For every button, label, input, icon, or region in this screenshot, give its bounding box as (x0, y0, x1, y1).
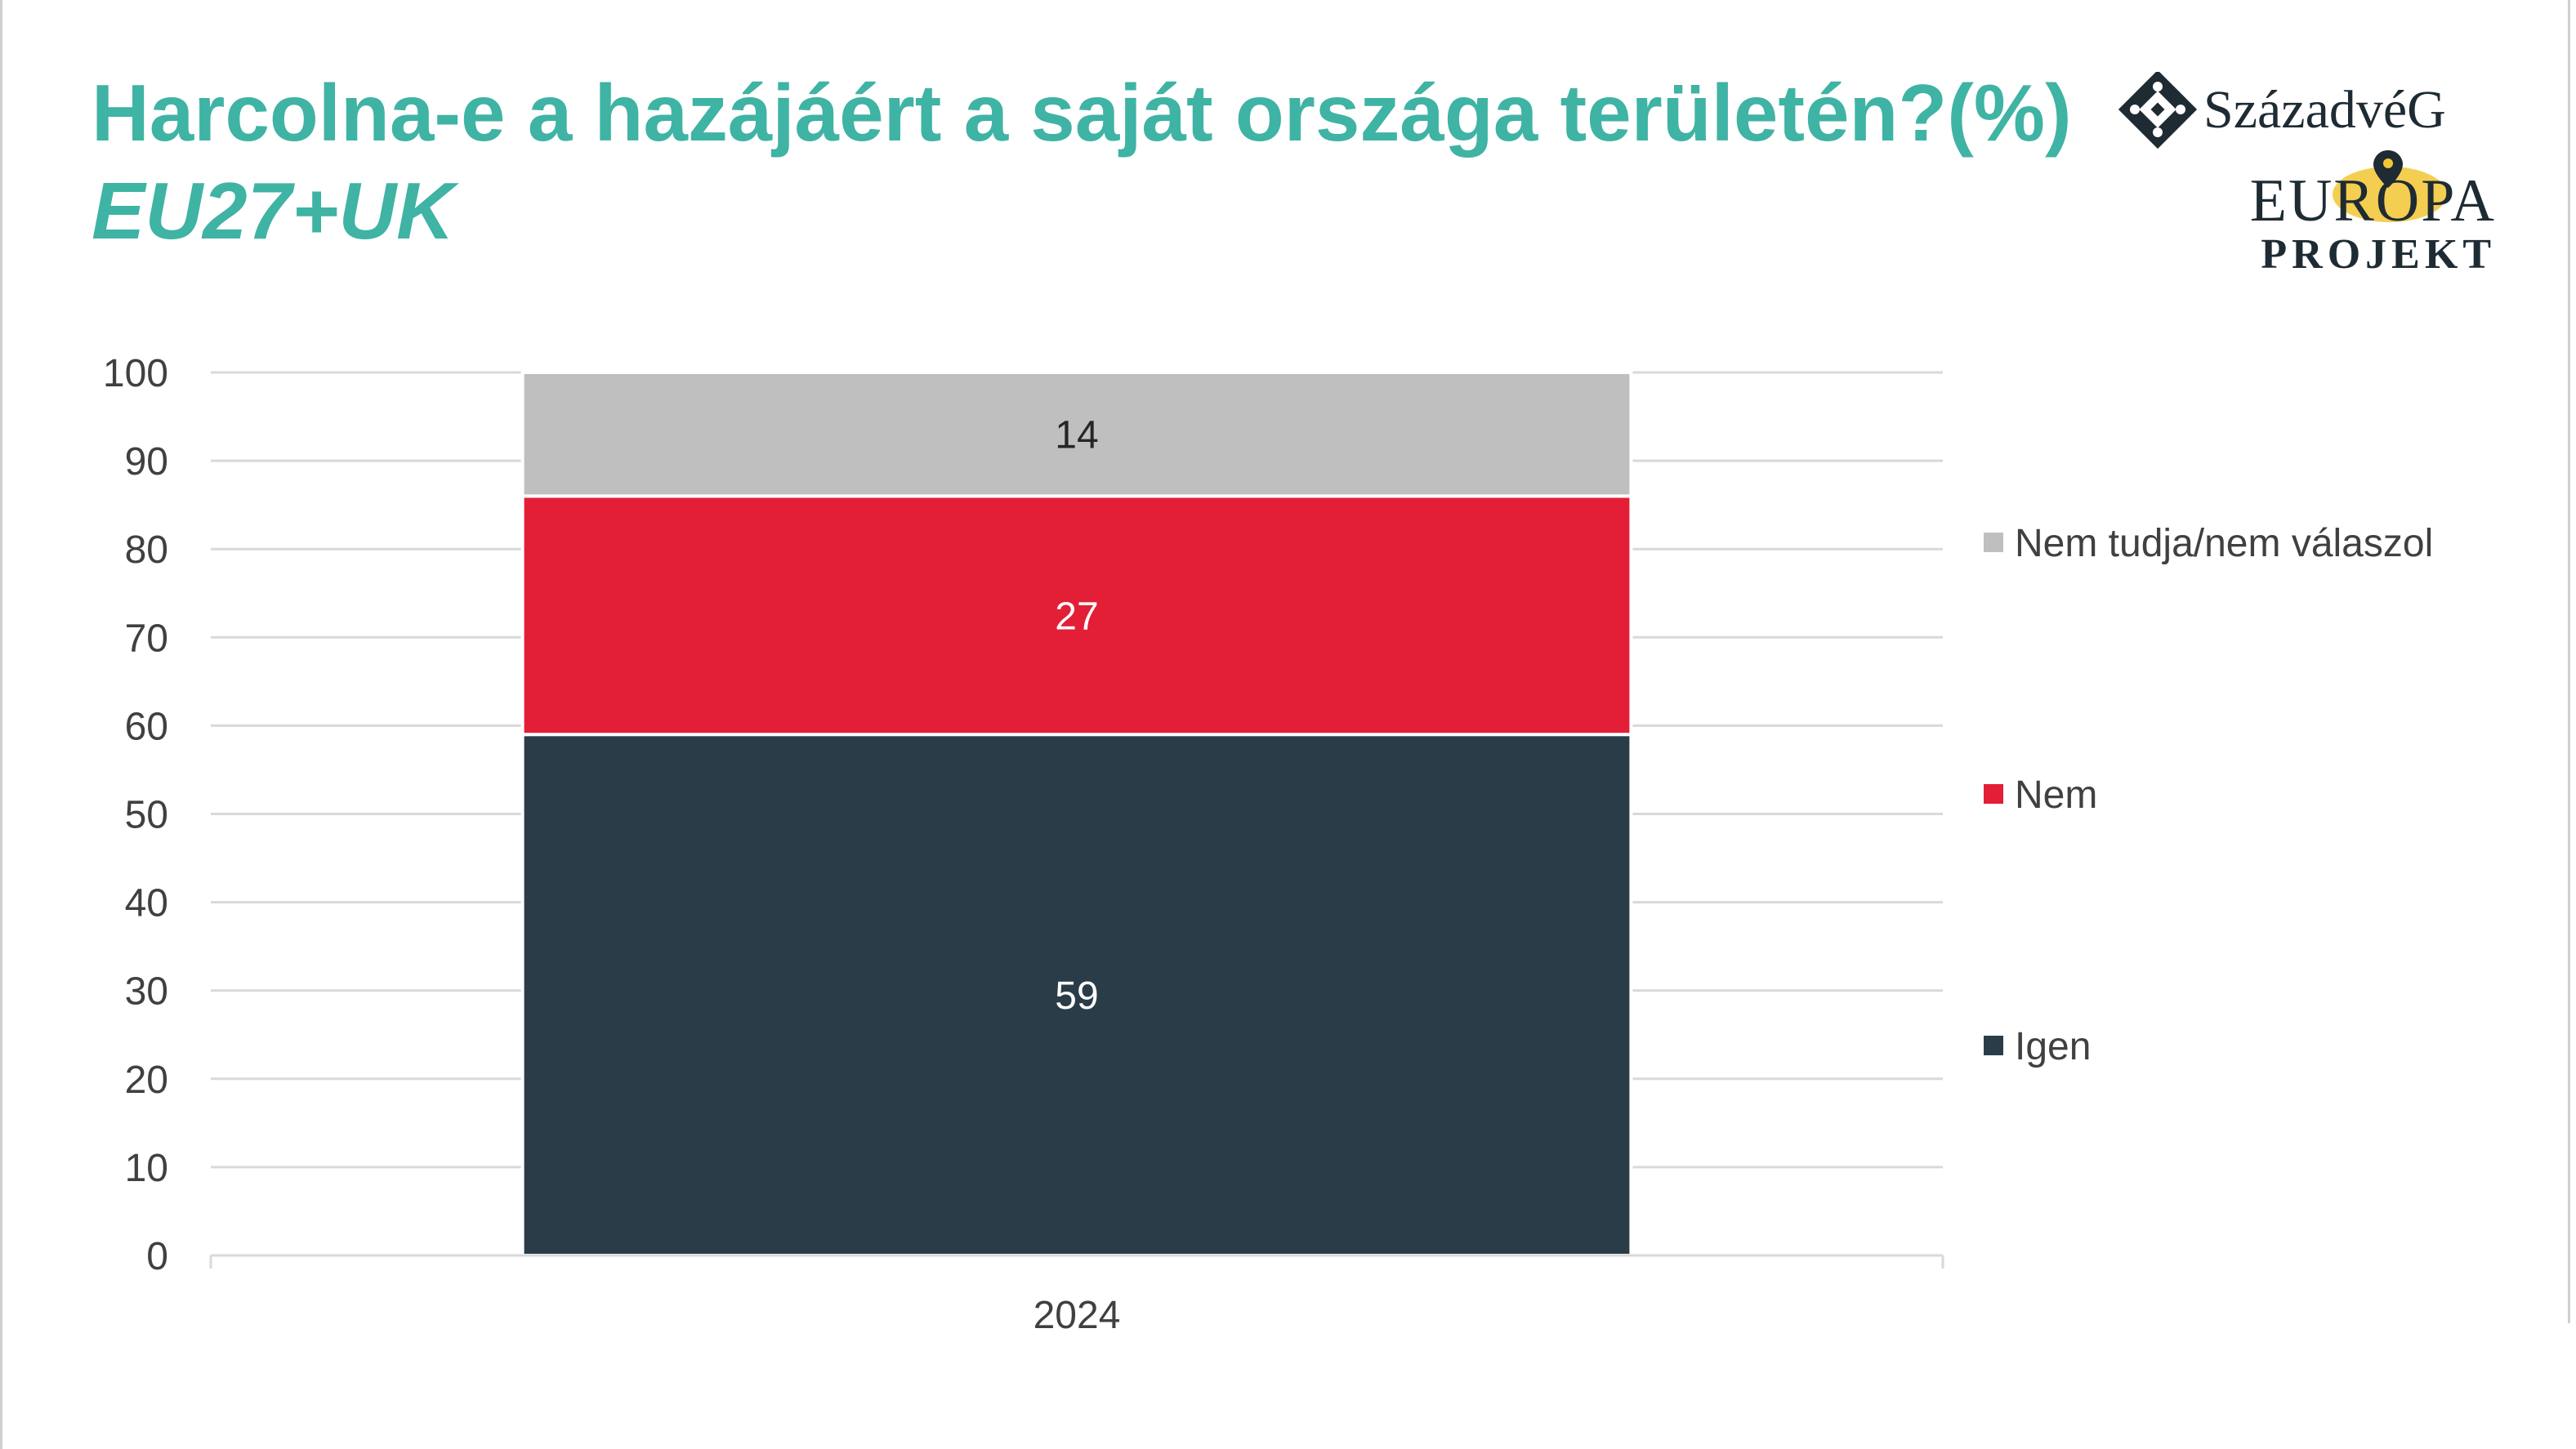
data-label: 14 (1055, 414, 1098, 457)
y-tick-label: 40 (125, 882, 168, 925)
chart-title-text: Harcolna-e a hazájáért a saját országa t… (92, 68, 2072, 158)
legend-swatch (1984, 784, 2003, 804)
legend-item: Nem tudja/nem válaszol (1984, 522, 2433, 565)
data-label: 27 (1055, 595, 1098, 638)
y-tick-label: 100 (103, 352, 168, 395)
x-axis: 2024 (209, 1254, 1944, 1337)
y-tick-label: 70 (125, 617, 168, 660)
chart-title: Harcolna-e a hazájáért a saját országa t… (92, 64, 2072, 260)
bar-segment (520, 371, 1633, 498)
logo-line-3: PROJEKT (2261, 231, 2496, 276)
data-label: 59 (1055, 974, 1098, 1018)
y-tick-label: 60 (125, 705, 168, 748)
legend-item: Igen (1984, 1025, 2091, 1068)
logo-line-2: EUROPA (2250, 167, 2496, 234)
y-tick-label: 0 (146, 1235, 168, 1278)
x-tick-label: 2024 (1034, 1294, 1121, 1337)
chart-bars: 59 27 14 (520, 371, 1633, 1257)
legend-label: Nem (2015, 774, 2097, 817)
frame-border-left (0, 0, 2, 1449)
chart-legend: Igen Nem Nem tudja/nem válaszol (1984, 522, 2433, 1068)
logo-line-1: SzázadvéG (2203, 80, 2446, 140)
europe-map-splash (2333, 167, 2447, 222)
y-tick-label: 80 (125, 528, 168, 572)
y-tick-label: 90 (125, 440, 168, 484)
szazadveg-europa-projekt-logo: SzázadvéG EUROPA PROJEKT (2118, 72, 2496, 276)
bar-segment (520, 733, 1633, 1257)
legend-swatch (1984, 533, 2003, 552)
y-axis-ticks: 0 10 20 30 40 50 60 70 80 90 100 (103, 352, 168, 1278)
chart-subtitle: EU27+UK (92, 166, 454, 256)
legend-label: Igen (2015, 1025, 2091, 1068)
y-tick-label: 10 (125, 1147, 168, 1190)
y-tick-label: 50 (125, 794, 168, 837)
y-tick-label: 20 (125, 1059, 168, 1102)
frame-border-right (2568, 0, 2570, 1323)
legend-item: Nem (1984, 774, 2097, 817)
map-pin-icon (2373, 150, 2403, 188)
legend-label: Nem tudja/nem válaszol (2015, 522, 2433, 565)
legend-swatch (1984, 1036, 2003, 1055)
y-tick-label: 30 (125, 970, 168, 1014)
